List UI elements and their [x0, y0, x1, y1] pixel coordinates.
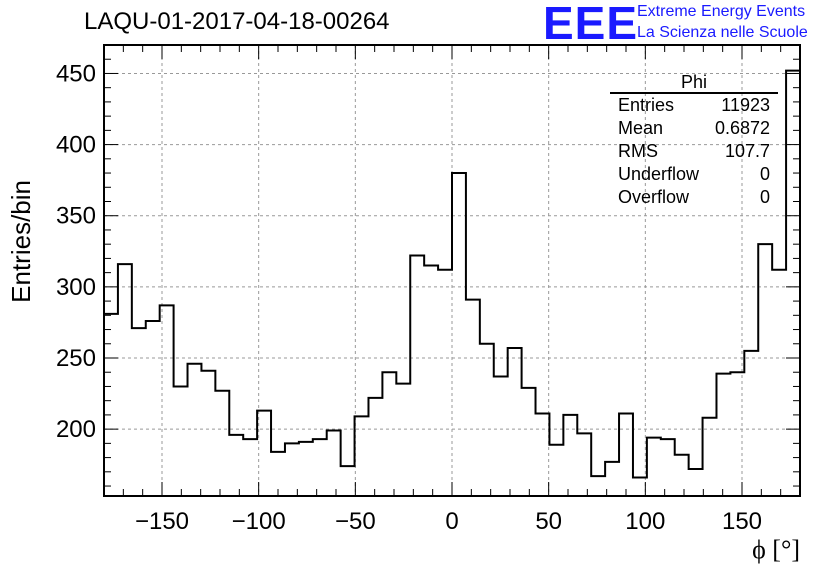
histogram-bin — [424, 266, 438, 496]
histogram-bin — [229, 435, 243, 496]
histogram-bin — [341, 466, 355, 496]
y-tick-label: 450 — [56, 60, 96, 87]
histogram-bin — [201, 371, 215, 496]
histogram-bin — [313, 439, 327, 496]
histogram-bin — [257, 411, 271, 496]
histogram-bin — [591, 476, 605, 496]
x-axis-label: ϕ [°] — [752, 535, 800, 564]
histogram-bin — [549, 445, 563, 496]
stat-value: 11923 — [721, 95, 770, 115]
histogram-bin — [480, 344, 494, 496]
stat-value: 0.6872 — [714, 118, 770, 138]
stat-label: Underflow — [618, 164, 700, 184]
y-tick-label: 200 — [56, 416, 96, 443]
histogram-bin — [563, 415, 577, 496]
stat-label: Entries — [618, 95, 675, 115]
stat-row-entries: Entries 11923 — [610, 94, 778, 117]
histogram-bin — [285, 443, 299, 496]
histogram-bin — [188, 364, 202, 496]
histogram-series-line — [104, 69, 800, 479]
histogram-bin — [605, 462, 619, 496]
x-tick-label: −150 — [135, 508, 189, 535]
histogram-bin — [271, 452, 285, 496]
stat-label: Mean — [618, 118, 664, 138]
histogram-bin — [118, 264, 132, 496]
histogram-bin — [758, 244, 772, 496]
x-tick-label: 150 — [722, 508, 762, 535]
histogram-bin — [355, 416, 369, 496]
histogram-bin — [716, 374, 730, 496]
histogram-bin — [215, 391, 229, 496]
histogram-bin — [382, 372, 396, 496]
histogram-bin — [647, 438, 661, 496]
histogram-bin — [299, 442, 313, 496]
histogram-bin — [744, 351, 758, 496]
histogram-bin — [104, 314, 118, 496]
x-tick-label: 0 — [445, 508, 458, 535]
stat-label: Overflow — [618, 187, 690, 207]
x-tick-label: −50 — [335, 508, 376, 535]
y-tick-label: 250 — [56, 345, 96, 372]
histogram-bin — [410, 256, 424, 496]
histogram-bin — [661, 439, 675, 496]
histogram-bin — [368, 398, 382, 496]
histogram-bin — [522, 388, 536, 496]
stat-row-underflow: Underflow 0 — [610, 163, 778, 186]
histogram-bin — [174, 386, 188, 496]
stat-value: 0 — [759, 187, 770, 207]
stat-label: RMS — [618, 141, 658, 161]
histogram-bin — [675, 455, 689, 496]
histogram-bin — [508, 348, 522, 496]
histogram-bin — [494, 376, 508, 496]
histogram-bin — [703, 418, 717, 496]
stat-value: 107.7 — [724, 141, 770, 161]
y-tick-label: 400 — [56, 132, 96, 159]
histogram-bin — [132, 328, 146, 496]
histogram-bin — [577, 433, 591, 496]
histogram-bin — [146, 321, 160, 496]
x-tick-label: 100 — [625, 508, 665, 535]
histogram-bin — [243, 439, 257, 496]
histogram-bin — [689, 469, 703, 496]
chart-title: LAQU-01-2017-04-18-00264 — [84, 8, 390, 35]
histogram-bin — [466, 300, 480, 496]
x-tick-label: 50 — [535, 508, 562, 535]
histogram-bin — [438, 270, 452, 496]
histogram-bin — [452, 173, 466, 496]
y-tick-label: 300 — [56, 274, 96, 301]
histogram-bin — [327, 431, 341, 496]
histogram-bin — [730, 372, 744, 496]
stat-value: 0 — [759, 164, 770, 184]
x-tick-label: −100 — [232, 508, 286, 535]
histogram-bin — [160, 305, 174, 496]
logo-line-1: Extreme Energy Events — [637, 3, 806, 20]
histogram-bin — [633, 478, 647, 496]
stat-row-rms: RMS 107.7 — [610, 140, 778, 163]
histogram-bin — [396, 384, 410, 496]
histogram-bin — [786, 71, 800, 496]
logo-line-2: La Scienza nelle Scuole — [637, 24, 808, 41]
stats-title: Phi — [610, 72, 778, 94]
y-axis-label: Entries/bin — [6, 180, 36, 303]
y-tick-label: 350 — [56, 203, 96, 230]
stats-box: Phi Entries 11923 Mean 0.6872 RMS 107.7 Underf… — [610, 72, 778, 209]
stat-row-mean: Mean 0.6872 — [610, 117, 778, 140]
histogram-bin — [619, 413, 633, 496]
stat-row-overflow: Overflow 0 — [610, 186, 778, 209]
eee-logo: EEE — [543, 0, 639, 49]
histogram-bin — [772, 270, 786, 496]
histogram-bin — [536, 413, 550, 496]
